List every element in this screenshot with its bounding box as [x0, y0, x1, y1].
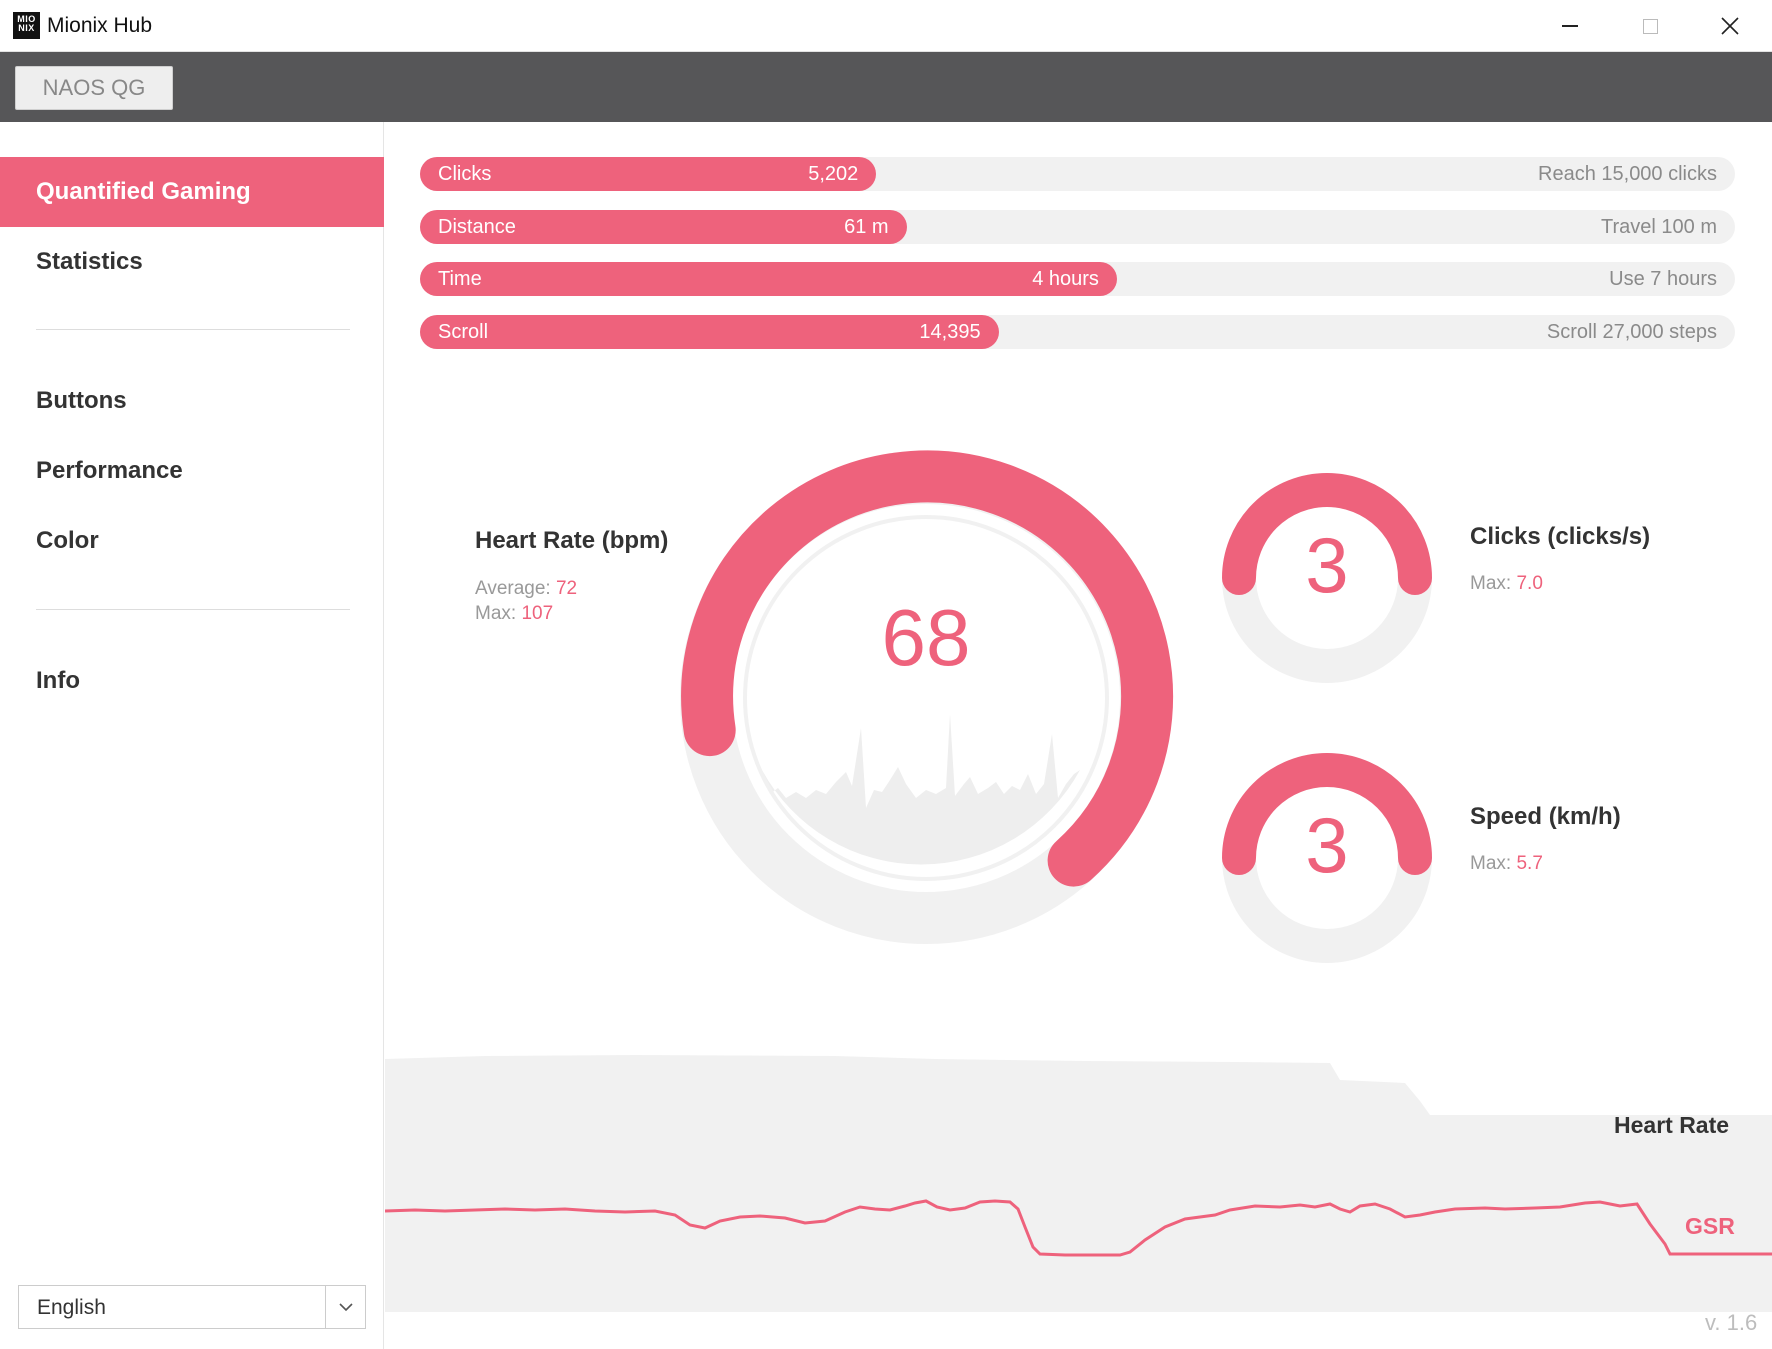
speed-current: 3 — [1305, 801, 1349, 889]
max-label: Max: — [1470, 573, 1512, 594]
sidebar-item-statistics[interactable]: Statistics — [36, 248, 143, 275]
speed-gauge-arc — [1222, 753, 1432, 875]
sidebar-divider — [36, 609, 350, 610]
speed-title: Speed (km/h) — [1470, 803, 1621, 830]
gsr-series-label: GSR — [1685, 1213, 1735, 1239]
device-tab[interactable]: NAOS QG — [15, 66, 173, 110]
heart-rate-mini-graph — [762, 714, 1080, 865]
goal-value: 61 m — [844, 216, 889, 238]
goal-bar-clicks: Reach 15,000 clicks Clicks 5,202 — [420, 157, 1735, 191]
close-icon — [1721, 17, 1739, 35]
sidebar-item-performance[interactable]: Performance — [36, 457, 183, 484]
goal-progress-fill: Time 4 hours — [420, 262, 1117, 296]
sidebar-item-quantified-gaming[interactable]: Quantified Gaming — [0, 157, 384, 227]
goal-target: Scroll 27,000 steps — [1546, 321, 1717, 343]
heart-rate-current: 68 — [881, 593, 971, 682]
language-value: English — [37, 1296, 106, 1319]
goal-progress-fill: Distance 61 m — [420, 210, 907, 244]
history-chart — [385, 1055, 1772, 1312]
goal-value: 4 hours — [1032, 268, 1099, 290]
heart-rate-gauge-arc — [681, 450, 1174, 887]
goal-bar-distance: Travel 100 m Distance 61 m — [420, 210, 1735, 244]
chevron-down-icon[interactable] — [325, 1286, 365, 1328]
average-value: 72 — [555, 578, 578, 599]
close-button[interactable] — [1690, 0, 1770, 52]
clicks-gauge-arc — [1222, 473, 1432, 595]
gauges-layer — [680, 450, 1432, 963]
heart-rate-series-label: Heart Rate — [1614, 1112, 1730, 1138]
maximize-button[interactable] — [1610, 0, 1690, 52]
goal-target: Reach 15,000 clicks — [1538, 163, 1717, 185]
sidebar-item-buttons[interactable]: Buttons — [36, 387, 127, 414]
goal-progress-fill: Clicks 5,202 — [420, 157, 877, 191]
clicks-current: 3 — [1305, 521, 1349, 609]
minimize-button[interactable] — [1530, 0, 1610, 52]
max-label: Max: — [475, 603, 517, 624]
sidebar-item-info[interactable]: Info — [36, 667, 80, 694]
clicks-max: Max: 7.0 — [1470, 573, 1543, 595]
average-label: Average: — [475, 578, 551, 599]
heart-rate-inner-ring — [743, 515, 1109, 881]
sidebar-item-color[interactable]: Color — [36, 527, 99, 554]
max-value: 107 — [521, 603, 554, 624]
goal-target: Use 7 hours — [1609, 268, 1717, 290]
sidebar: Quantified Gaming Statistics Buttons Per… — [0, 122, 384, 1349]
maximize-icon — [1642, 18, 1658, 34]
heart-rate-area — [385, 1055, 1772, 1312]
minimize-icon — [1562, 25, 1578, 27]
title-bar: MIO NIX Mionix Hub — [0, 0, 1772, 52]
goal-bar-scroll: Scroll 27,000 steps Scroll 14,395 — [420, 315, 1735, 349]
goal-target: Travel 100 m — [1601, 216, 1717, 238]
goal-label: Clicks — [438, 163, 492, 185]
goal-label: Scroll — [438, 321, 489, 343]
goal-value: 5,202 — [808, 163, 859, 185]
mionix-logo-icon: MIO NIX — [13, 12, 40, 39]
sidebar-divider — [36, 329, 350, 330]
device-bar: NAOS QG — [0, 52, 1772, 122]
goal-progress-fill: Scroll 14,395 — [420, 315, 999, 349]
goal-value: 14,395 — [919, 321, 981, 343]
window-title: Mionix Hub — [47, 14, 153, 37]
language-select[interactable]: English — [18, 1285, 366, 1329]
max-value: 5.7 — [1516, 853, 1543, 874]
heart-rate-title: Heart Rate (bpm) — [475, 527, 669, 554]
max-value: 7.0 — [1516, 573, 1543, 594]
version-label: v. 1.6 — [1705, 1310, 1758, 1335]
goal-label: Distance — [438, 216, 516, 238]
goal-bar-time: Use 7 hours Time 4 hours — [420, 262, 1735, 296]
max-label: Max: — [1470, 853, 1512, 874]
heart-rate-average: Average: 72 — [475, 578, 577, 600]
speed-max: Max: 5.7 — [1470, 853, 1543, 875]
goal-label: Time — [438, 268, 482, 290]
main-panel: Reach 15,000 clicks Clicks 5,202 Travel … — [385, 122, 1772, 1349]
clicks-title: Clicks (clicks/s) — [1470, 523, 1651, 550]
heart-rate-max: Max: 107 — [475, 603, 553, 625]
gsr-line — [385, 1199, 1772, 1257]
